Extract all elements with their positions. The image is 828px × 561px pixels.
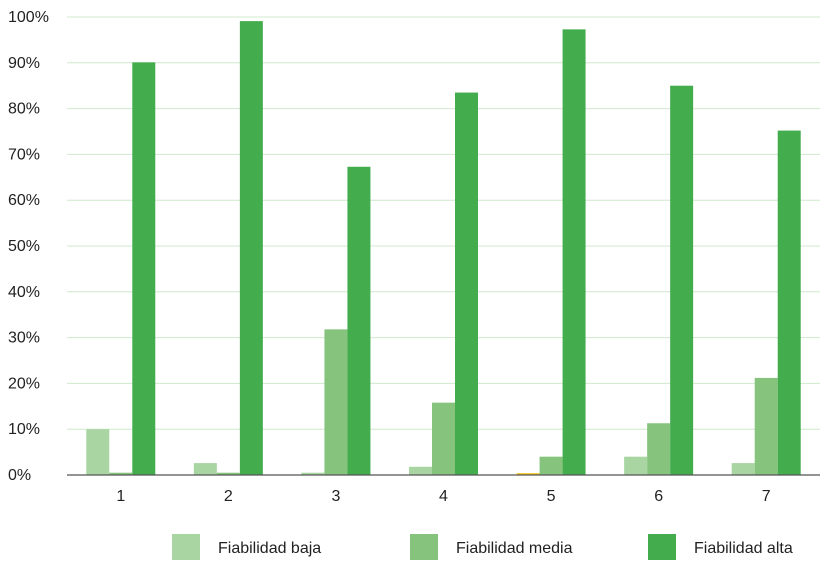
legend-label: Fiabilidad media <box>456 540 573 557</box>
legend: Fiabilidad baja Fiabilidad media Fiabilida… <box>172 534 793 560</box>
y-tick-label: 20% <box>8 375 40 392</box>
bar-series-3-cat-5 <box>562 29 586 476</box>
bar-series-3-cat-3 <box>347 166 371 476</box>
x-axis-tick-labels: 1 2 3 4 5 6 7 <box>116 488 770 505</box>
bar-series-3-cat-4 <box>455 92 478 475</box>
bar-series-1-cat-1 <box>86 429 110 475</box>
y-tick-label: 0% <box>8 467 31 484</box>
bar-series-1-cat-2 <box>193 463 217 475</box>
bar-series-2-cat-3 <box>324 329 348 475</box>
x-tick-label: 3 <box>331 488 340 505</box>
bar-series-1-cat-6 <box>624 456 648 475</box>
bar-series-3-cat-1 <box>132 62 156 475</box>
x-tick-label: 5 <box>547 488 556 505</box>
y-tick-label: 60% <box>8 192 40 209</box>
bar-series-2-cat-6 <box>647 423 671 475</box>
bar-series-1-cat-7 <box>731 463 755 475</box>
bar-series-3-cat-6 <box>670 85 694 475</box>
y-tick-label: 40% <box>8 284 40 301</box>
bar-series-3-cat-2 <box>239 21 263 475</box>
bars <box>86 21 801 476</box>
y-tick-label: 10% <box>8 421 40 438</box>
y-tick-label: 100% <box>8 9 49 26</box>
bar-series-2-cat-4 <box>432 402 455 475</box>
legend-label: Fiabilidad baja <box>218 540 321 557</box>
bar-series-2-cat-2 <box>216 472 240 475</box>
bar-extra-cat-5 <box>516 473 540 475</box>
bar-series-2-cat-1 <box>109 472 133 475</box>
x-tick-label: 6 <box>654 488 663 505</box>
bar-series-3-cat-7 <box>777 130 801 476</box>
bar-series-1-cat-4 <box>409 466 432 475</box>
x-tick-label: 1 <box>116 488 125 505</box>
bar-series-2-cat-7 <box>754 377 778 475</box>
legend-swatch <box>410 534 438 560</box>
y-tick-label: 80% <box>8 101 40 118</box>
y-tick-label: 90% <box>8 55 40 72</box>
x-tick-label: 7 <box>762 488 771 505</box>
y-tick-label: 50% <box>8 238 40 255</box>
legend-swatch <box>648 534 676 560</box>
y-axis-tick-labels: 0% 10% 20% 30% 40% 50% 60% 70% 80% 90% 100% <box>8 9 49 484</box>
y-tick-label: 30% <box>8 330 40 347</box>
bar-series-2-cat-5 <box>539 456 563 475</box>
y-tick-label: 70% <box>8 146 40 163</box>
legend-swatch <box>172 534 200 560</box>
x-tick-label: 4 <box>439 488 448 505</box>
legend-label: Fiabilidad alta <box>694 540 793 557</box>
x-tick-label: 2 <box>224 488 233 505</box>
gridlines <box>67 16 820 430</box>
bar-series-1-cat-3 <box>301 472 325 475</box>
